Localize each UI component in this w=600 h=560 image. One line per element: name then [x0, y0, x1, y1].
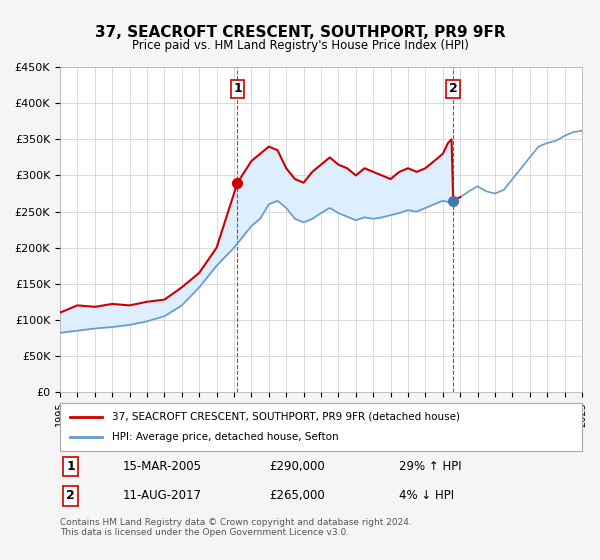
Text: 15-MAR-2005: 15-MAR-2005 [122, 460, 202, 473]
Text: 4% ↓ HPI: 4% ↓ HPI [400, 489, 454, 502]
Text: £290,000: £290,000 [269, 460, 325, 473]
Text: 2: 2 [66, 489, 75, 502]
Text: HPI: Average price, detached house, Sefton: HPI: Average price, detached house, Seft… [112, 432, 339, 442]
Text: Price paid vs. HM Land Registry's House Price Index (HPI): Price paid vs. HM Land Registry's House … [131, 39, 469, 52]
Text: 1: 1 [66, 460, 75, 473]
Text: £265,000: £265,000 [269, 489, 325, 502]
Text: 37, SEACROFT CRESCENT, SOUTHPORT, PR9 9FR: 37, SEACROFT CRESCENT, SOUTHPORT, PR9 9F… [95, 25, 505, 40]
Text: 11-AUG-2017: 11-AUG-2017 [122, 489, 202, 502]
Text: Contains HM Land Registry data © Crown copyright and database right 2024.
This d: Contains HM Land Registry data © Crown c… [60, 518, 412, 538]
Text: 2: 2 [449, 82, 458, 95]
Text: 1: 1 [233, 82, 242, 95]
Text: 29% ↑ HPI: 29% ↑ HPI [400, 460, 462, 473]
Text: 37, SEACROFT CRESCENT, SOUTHPORT, PR9 9FR (detached house): 37, SEACROFT CRESCENT, SOUTHPORT, PR9 9F… [112, 412, 460, 422]
